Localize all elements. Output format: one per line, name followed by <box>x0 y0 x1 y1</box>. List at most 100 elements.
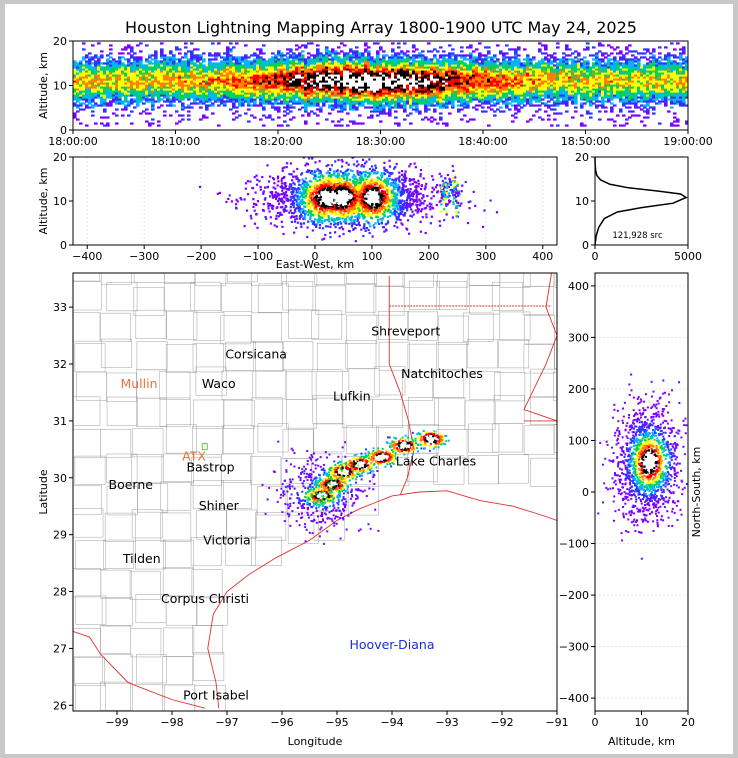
density-cell <box>232 112 236 115</box>
density-cell <box>502 94 506 97</box>
density-cell <box>535 90 539 93</box>
density-cell <box>637 92 641 95</box>
density-cell <box>397 88 401 91</box>
density-cell <box>454 90 458 93</box>
density-cell <box>172 104 176 107</box>
density-cell <box>421 74 425 77</box>
density-cell <box>130 84 134 87</box>
density-cell <box>358 94 362 97</box>
density-cell <box>523 82 527 85</box>
density-cell <box>460 68 464 71</box>
density-cell <box>529 78 533 81</box>
density-cell <box>346 76 350 79</box>
density-cell <box>289 80 293 83</box>
density-cell <box>271 58 275 61</box>
density-cell <box>571 82 575 85</box>
density-cell <box>160 94 164 97</box>
density-cell <box>571 98 575 101</box>
density-cell <box>247 100 251 103</box>
density-cell <box>370 64 374 67</box>
density-cell <box>490 66 494 69</box>
density-cell <box>532 90 536 93</box>
density-cell <box>550 86 554 89</box>
density-cell <box>103 76 107 79</box>
density-cell <box>340 82 344 85</box>
density-cell <box>310 58 314 61</box>
density-cell <box>373 64 377 67</box>
density-cell <box>505 102 509 105</box>
density-cell <box>403 52 407 55</box>
density-cell <box>340 62 344 65</box>
density-cell <box>529 82 533 85</box>
density-cell <box>562 82 566 85</box>
density-cell <box>148 78 152 81</box>
density-cell <box>178 66 182 69</box>
density-cell <box>586 84 590 87</box>
density-cell <box>481 64 485 67</box>
density-cell <box>265 62 269 65</box>
density-cell <box>541 44 545 47</box>
density-cell <box>280 102 284 105</box>
density-cell <box>316 78 320 81</box>
density-cell <box>595 64 599 67</box>
density-cell <box>460 64 464 67</box>
density-cell <box>76 82 80 85</box>
density-cell <box>85 68 89 71</box>
density-cell <box>562 96 566 99</box>
density-cell <box>136 58 140 61</box>
density-cell <box>427 88 431 91</box>
density-cell <box>499 96 503 99</box>
density-cell <box>526 58 530 61</box>
density-cell <box>331 60 335 63</box>
density-cell <box>610 108 614 111</box>
density-cell <box>124 78 128 81</box>
density-cell <box>622 54 626 57</box>
density-cell <box>85 84 89 87</box>
density-cell <box>397 56 401 59</box>
density-cell <box>436 80 440 83</box>
density-cell <box>127 90 131 93</box>
density-cell <box>373 106 377 109</box>
density-cell <box>190 50 194 53</box>
density-cell <box>490 78 494 81</box>
density-cell <box>160 68 164 71</box>
density-cell <box>247 102 251 105</box>
density-cell <box>520 96 524 99</box>
density-cell <box>334 78 338 81</box>
density-cell <box>313 66 317 69</box>
density-cell <box>559 62 563 65</box>
density-cell <box>532 94 536 97</box>
density-cell <box>613 70 617 73</box>
density-cell <box>163 58 167 61</box>
density-cell <box>343 90 347 93</box>
density-cell <box>292 74 296 77</box>
density-cell <box>508 84 512 87</box>
density-cell <box>184 86 188 89</box>
density-cell <box>397 54 401 57</box>
density-cell <box>184 52 188 55</box>
density-cell <box>457 80 461 83</box>
density-cell <box>166 94 170 97</box>
density-cell <box>574 88 578 91</box>
density-cell <box>265 86 269 89</box>
density-cell <box>388 66 392 69</box>
density-cell <box>397 62 401 65</box>
density-cell <box>166 72 170 75</box>
density-cell <box>400 80 404 83</box>
density-cell <box>235 66 239 69</box>
density-cell <box>106 72 110 75</box>
density-cell <box>259 52 263 55</box>
density-cell <box>85 78 89 81</box>
density-cell <box>454 62 458 65</box>
density-cell <box>97 104 101 107</box>
density-cell <box>442 60 446 63</box>
density-cell <box>388 98 392 101</box>
density-cell <box>145 58 149 61</box>
density-cell <box>169 62 173 65</box>
density-cell <box>295 92 299 95</box>
density-cell <box>340 72 344 75</box>
density-cell <box>205 106 209 109</box>
density-cell <box>190 86 194 89</box>
density-cell <box>85 88 89 91</box>
density-cell <box>169 76 173 79</box>
